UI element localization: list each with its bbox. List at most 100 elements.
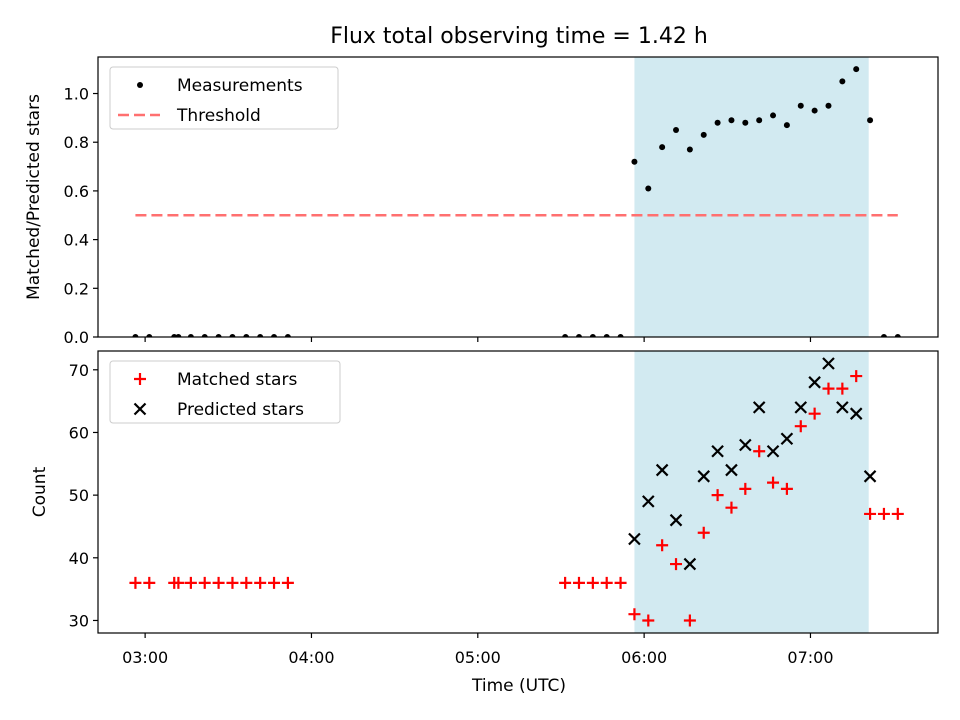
matched-star-point [711,489,724,502]
top-y-tick-label: 0.0 [64,328,89,347]
matched-star-point [808,407,821,420]
bottom-data [129,357,904,627]
predicted-star-point [822,357,835,370]
predicted-star-point [628,532,641,546]
predicted-star-point [836,401,849,414]
matched-star-point [143,576,156,589]
measurement-point [187,334,194,337]
matched-star-point [184,576,197,589]
matched-star-point [864,507,877,520]
predicted-star-point [780,432,794,446]
matched-star-point [572,576,585,589]
bottom-legend-label: Predicted stars [177,400,304,420]
matched-star-point [850,370,863,383]
predicted-star-point [849,407,863,420]
matched-star-point [670,558,683,571]
matched-star-point [725,501,738,514]
top-y-tick-label: 0.8 [64,133,89,152]
matched-star-point [240,576,253,589]
legend-measurement-swatch [137,82,143,88]
measurement-point [146,334,153,337]
measurement-point [728,117,735,124]
measurement-point [562,334,569,337]
matched-star-point [822,382,835,395]
matched-star-point [891,507,904,520]
measurement-point [811,107,818,114]
predicted-star-point [808,376,821,389]
measurement-point [880,334,887,337]
measurement-point [673,127,680,134]
measurement-point [825,102,832,109]
top-y-tick-label: 0.6 [64,182,89,201]
measurement-point [575,334,582,337]
predicted-star-point [725,463,738,477]
top-y-axis-label: Matched/Predicted stars [24,94,44,300]
bottom-y-tick-label: 50 [69,486,89,505]
predicted-star-point [642,495,655,508]
measurement-point [257,334,264,337]
matched-star-point [753,445,766,458]
top-y-tick-label: 0.2 [64,279,89,298]
top-legend-label: Measurements [177,76,303,96]
measurement-point [284,334,291,337]
x-axis-label: Time (UTC) [471,676,566,696]
matched-star-point [254,576,267,589]
measurement-point [783,122,790,129]
bottom-y-axis-label: Count [30,466,50,517]
matched-star-point [212,576,225,589]
measurement-point [867,117,874,124]
matched-star-point [656,539,669,552]
bottom-legend-label: Matched stars [177,370,297,390]
bottom-y-tick-label: 40 [69,549,89,568]
measurement-point [770,112,777,119]
matched-star-point [586,576,599,589]
measurement-point [700,131,707,138]
matched-star-point [559,576,572,589]
matched-star-point [836,382,849,395]
legend-predicted-swatch [133,402,147,416]
predicted-star-point [655,463,669,477]
matched-star-point [683,614,696,627]
predicted-star-point [752,401,766,414]
matched-star-point [780,482,793,495]
measurement-point [243,334,250,337]
measurement-point [645,185,652,192]
measurement-point [756,117,763,124]
matched-star-point [600,576,613,589]
top-axes-frame [97,56,939,338]
matched-star-point [198,576,211,589]
bottom-x-tick-label: 03:00 [122,648,168,667]
matched-star-point [268,576,281,589]
predicted-star-point [669,513,683,527]
bottom-x-tick-label: 04:00 [288,648,334,667]
measurement-point [797,102,804,109]
measurement-point [742,119,749,126]
measurement-point [589,334,596,337]
matched-star-point [226,576,239,589]
bottom-x-tick-label: 05:00 [455,648,501,667]
top-y-tick-label: 0.4 [64,231,89,250]
matched-star-point [628,608,641,621]
measurement-point [714,119,721,126]
matched-star-point [739,482,752,495]
matched-star-point [794,420,807,433]
predicted-star-point [766,444,780,458]
measurement-point [894,334,901,337]
top-legend-label: Threshold [176,106,261,126]
measurement-point [201,334,208,337]
measurement-point [617,334,624,337]
measurement-point [271,334,278,337]
matched-star-point [767,476,780,489]
matched-star-point [697,526,710,539]
bottom-y-tick-label: 60 [69,423,89,442]
bottom-x-tick-label: 06:00 [621,648,667,667]
predicted-star-point [711,444,724,458]
bottom-shaded-span [634,351,869,633]
matched-star-point [129,576,142,589]
predicted-star-point [739,438,752,452]
top-shaded-span [634,57,869,337]
measurement-point [229,334,236,337]
bottom-panel: 30 40 50 60 70 03:00 04:00 05:00 06:00 07:00 Match… [69,350,939,667]
measurement-point [603,334,610,337]
